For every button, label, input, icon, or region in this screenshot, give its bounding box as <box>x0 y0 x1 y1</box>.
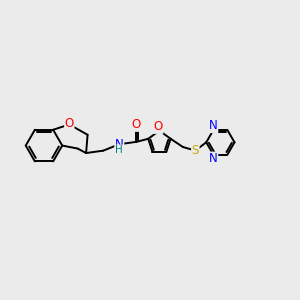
Text: S: S <box>192 144 199 157</box>
Text: N: N <box>115 138 124 151</box>
Text: O: O <box>132 118 141 131</box>
Text: O: O <box>65 116 74 130</box>
Text: O: O <box>154 120 163 133</box>
Text: N: N <box>209 119 218 133</box>
Text: H: H <box>115 145 123 155</box>
Text: N: N <box>209 152 218 165</box>
